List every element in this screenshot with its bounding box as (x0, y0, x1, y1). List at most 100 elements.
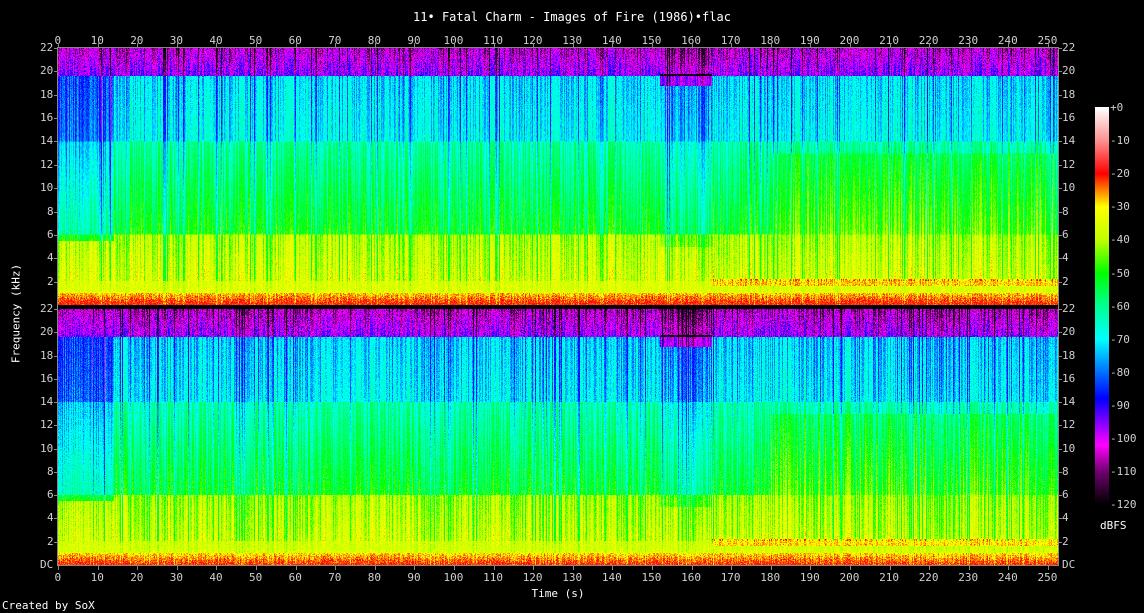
x-tick (1008, 566, 1010, 570)
x-tick (1008, 43, 1010, 47)
x-tick (770, 566, 772, 570)
x-tick-label-top: 200 (839, 34, 860, 47)
x-tick-label-bottom: 30 (169, 571, 184, 584)
y-tick-label-right: 14 (1062, 134, 1076, 148)
x-tick (216, 43, 218, 47)
colorbar-tick-label: -40 (1110, 233, 1130, 247)
x-tick (612, 566, 614, 570)
x-tick (493, 566, 495, 570)
y-tick-label-left: 12 (40, 418, 54, 432)
y-tick-label-left: 22 (40, 41, 54, 54)
y-tick (54, 471, 57, 473)
x-tick-label-top: 90 (407, 34, 421, 47)
x-tick (1048, 43, 1049, 47)
y-tick-label-right: 8 (1062, 464, 1069, 478)
y-tick-label-left: 4 (47, 511, 54, 525)
x-tick-label-bottom: 100 (443, 571, 464, 584)
colorbar-tick-label: -70 (1110, 332, 1130, 346)
x-tick (216, 566, 218, 570)
x-tick-label-top: 250 (1037, 34, 1058, 47)
y-tick (1059, 518, 1062, 520)
y-tick (54, 541, 57, 543)
y-tick-label-right: 16 (1062, 111, 1076, 125)
y-tick-label-right: 8 (1062, 204, 1069, 218)
x-tick-label-bottom: 220 (918, 571, 939, 584)
y-tick-label-left: 2 (47, 274, 54, 288)
y-tick (54, 425, 57, 427)
colorbar-tick-label: -120 (1110, 498, 1137, 512)
y-tick-label-right: 16 (1062, 371, 1076, 385)
y-tick (54, 141, 57, 143)
y-tick-label-right: 14 (1062, 395, 1076, 409)
y-tick-label-right: 10 (1062, 441, 1076, 455)
x-tick-label-bottom: 130 (562, 571, 583, 584)
x-tick-label-top: 210 (879, 34, 899, 47)
y-tick-label-right: DC (1062, 558, 1076, 571)
y-tick (1059, 234, 1062, 236)
x-tick-label-top: 60 (288, 34, 302, 47)
x-tick-label-bottom: 50 (249, 571, 263, 584)
colorbar (1095, 107, 1109, 505)
x-tick-label-top: 10 (90, 34, 104, 47)
x-tick (889, 43, 891, 47)
x-tick (335, 566, 337, 570)
x-tick-label-bottom: 60 (288, 571, 302, 584)
y-tick-label-left: 8 (47, 204, 54, 218)
colorbar-tick-label: -90 (1110, 398, 1130, 412)
x-tick (968, 43, 970, 47)
x-tick (256, 43, 257, 47)
x-tick (968, 566, 970, 570)
y-tick (1059, 425, 1062, 427)
colorbar-tick-label: -50 (1110, 266, 1130, 280)
x-tick (414, 566, 416, 570)
x-tick-label-top: 150 (641, 34, 662, 47)
x-tick (731, 566, 733, 570)
y-tick (54, 71, 57, 73)
y-tick-label-left: 18 (40, 348, 54, 362)
x-tick-label-top: 0 (54, 34, 62, 47)
x-tick-label-top: 40 (209, 34, 223, 47)
y-tick-label-right: 20 (1062, 325, 1076, 339)
x-tick (533, 43, 535, 47)
x-tick (374, 43, 376, 47)
colorbar-tick-label: -10 (1110, 134, 1130, 148)
y-tick-label-left: 6 (47, 488, 54, 502)
y-tick (54, 378, 57, 380)
x-tick (889, 566, 891, 570)
y-tick (54, 258, 57, 260)
y-tick-label-right: 2 (1062, 534, 1069, 548)
x-tick-label-top: 130 (562, 34, 583, 47)
x-tick-label-top: 180 (760, 34, 781, 47)
y-tick (1059, 378, 1062, 380)
x-tick-label-top: 50 (249, 34, 263, 47)
x-tick (850, 43, 851, 47)
x-tick-label-top: 220 (918, 34, 939, 47)
x-tick-label-bottom: 0 (54, 571, 62, 584)
y-tick-label-left: 18 (40, 87, 54, 101)
x-tick-label-bottom: 230 (958, 571, 979, 584)
x-tick-label-top: 80 (367, 34, 382, 47)
x-tick (335, 43, 337, 47)
y-tick-label-right: 6 (1062, 227, 1069, 241)
x-tick (652, 566, 653, 570)
x-tick-label-bottom: 160 (681, 571, 701, 584)
x-tick-label-bottom: 90 (407, 571, 421, 584)
x-tick (493, 43, 495, 47)
x-tick (295, 43, 297, 47)
x-tick (176, 566, 178, 570)
y-tick (54, 94, 57, 96)
y-tick-label-left: 4 (47, 251, 54, 265)
x-tick-label-bottom: 10 (90, 571, 104, 584)
y-tick (1059, 402, 1062, 404)
x-tick-label-top: 190 (799, 34, 820, 47)
x-tick-label-top: 20 (130, 34, 144, 47)
y-tick-label-left: 16 (40, 371, 54, 385)
y-tick-label-right: 18 (1062, 348, 1076, 362)
y-tick-label-left: 20 (40, 325, 54, 339)
x-tick (731, 43, 733, 47)
y-tick (54, 332, 57, 334)
y-tick (1059, 281, 1062, 283)
y-tick (54, 495, 57, 497)
y-tick (54, 188, 57, 190)
y-tick (1059, 164, 1062, 166)
